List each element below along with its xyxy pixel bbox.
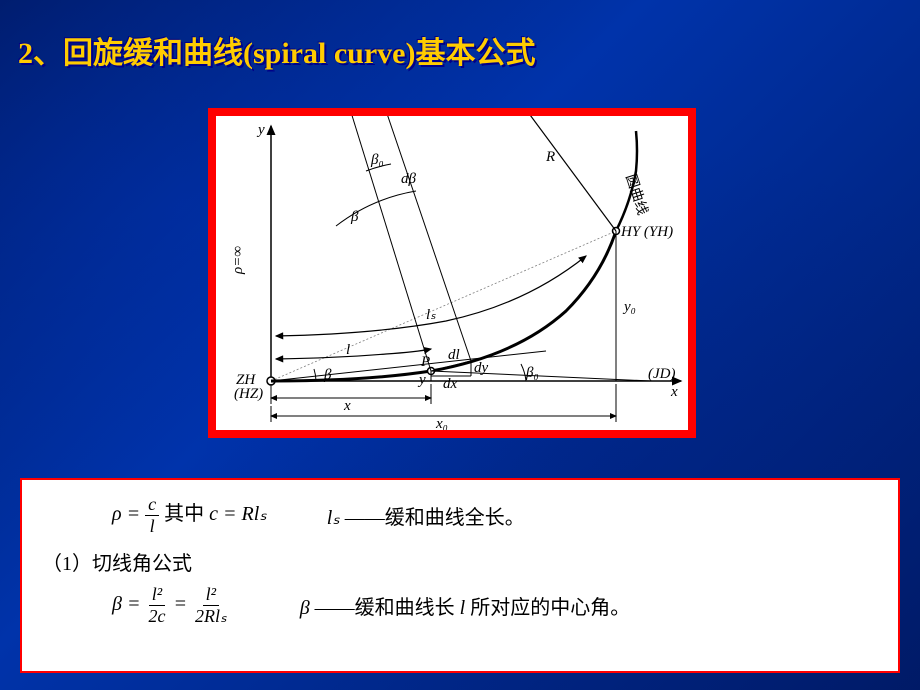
formula-panel: ρ = cl 其中 c = Rlₛ lₛ ——缓和曲线全长。 （1）切线角公式 …	[20, 478, 900, 673]
spiral-curve-diagram: y x R β₀ dβ β ρ=∞ 圆曲线 HY (YH) y₀ lₛ l P …	[216, 116, 688, 430]
beta-formula-row: β = l²2c = l²2Rlₛ β ——缓和曲线长 l 所对应的中心角。	[112, 584, 878, 627]
diagram-frame: y x R β₀ dβ β ρ=∞ 圆曲线 HY (YH) y₀ lₛ l P …	[208, 108, 696, 438]
svg-text:ρ=∞: ρ=∞	[230, 246, 246, 275]
svg-text:β: β	[350, 209, 359, 225]
svg-text:R: R	[545, 149, 555, 165]
section-heading: （1）切线角公式	[42, 547, 878, 576]
slide-title: 2、回旋缓和曲线(spiral curve)基本公式	[18, 28, 535, 72]
beta-description: β ——缓和曲线长 l 所对应的中心角。	[300, 591, 631, 620]
svg-text:x₀: x₀	[435, 416, 448, 430]
beta-equation: β = l²2c = l²2Rlₛ	[112, 584, 230, 627]
svg-text:P: P	[420, 354, 430, 370]
svg-text:dl: dl	[448, 347, 460, 363]
svg-text:dx: dx	[443, 376, 458, 392]
rho-formula-row: ρ = cl 其中 c = Rlₛ lₛ ——缓和曲线全长。	[112, 494, 878, 537]
svg-text:y: y	[256, 122, 265, 138]
svg-text:HY (YH): HY (YH)	[620, 224, 673, 240]
svg-text:lₛ: lₛ	[426, 307, 436, 323]
svg-text:(JD): (JD)	[648, 366, 675, 382]
svg-text:dy: dy	[474, 360, 489, 376]
svg-text:y₀: y₀	[622, 299, 636, 315]
svg-text:β₀: β₀	[370, 152, 384, 168]
ls-description: lₛ ——缓和曲线全长。	[327, 501, 525, 530]
svg-text:(HZ): (HZ)	[234, 386, 263, 402]
svg-text:y: y	[417, 372, 426, 388]
svg-text:l: l	[346, 342, 350, 358]
svg-text:x: x	[343, 398, 351, 414]
svg-text:x: x	[670, 384, 678, 400]
svg-text:dβ: dβ	[401, 171, 417, 187]
svg-text:β₀: β₀	[525, 365, 539, 381]
rho-equation: ρ = cl 其中 c = Rlₛ	[112, 494, 267, 537]
svg-text:β: β	[323, 367, 332, 383]
